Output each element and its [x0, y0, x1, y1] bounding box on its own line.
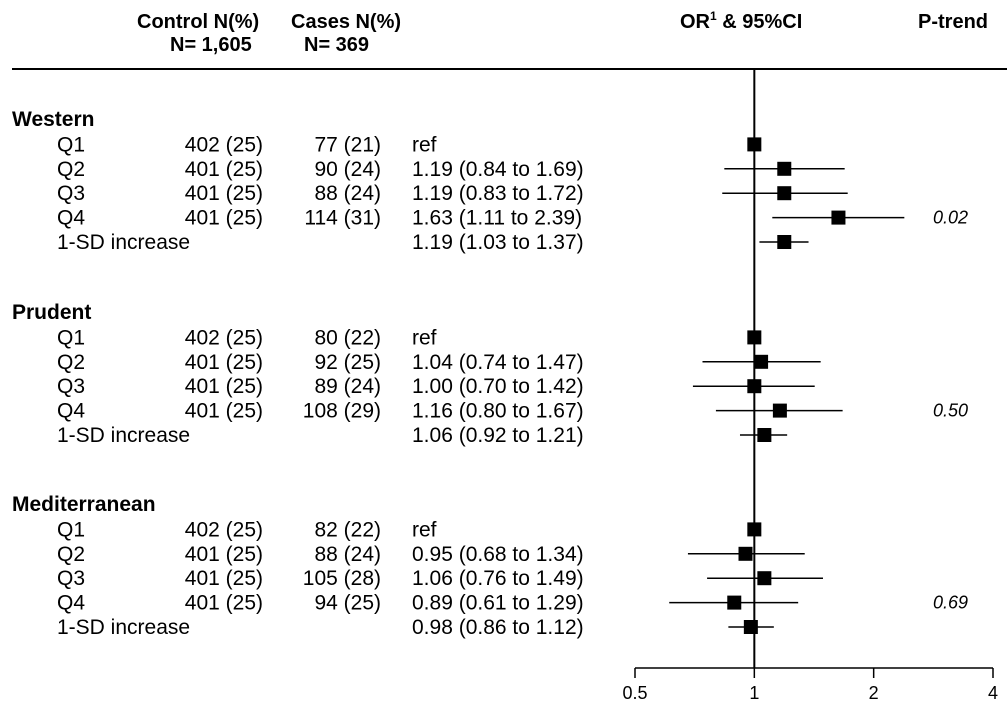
control-count: 402 (25): [185, 133, 263, 156]
or-ci-text: 0.89 (0.61 to 1.29): [412, 592, 584, 615]
or-ci-text: 0.95 (0.68 to 1.34): [412, 543, 584, 566]
row-label: Q2: [57, 351, 85, 374]
or-ci-text: 1.19 (0.83 to 1.72): [412, 182, 584, 205]
or-point: [747, 522, 762, 537]
row-label: Q3: [57, 182, 85, 205]
row-label: Q3: [57, 567, 85, 590]
or-ci-header: OR1 & 95%CI: [680, 9, 802, 33]
cases-count: 88 (24): [314, 182, 381, 205]
or-point: [777, 161, 792, 176]
or-point: [747, 379, 762, 394]
cases-count: 94 (25): [314, 592, 381, 615]
control-count: 401 (25): [185, 375, 263, 398]
cases-count: 80 (22): [314, 326, 381, 349]
row-label: Q1: [57, 133, 85, 156]
row-label: Q4: [57, 207, 85, 230]
x-tick-label: 2: [869, 683, 879, 703]
control-header-line1: Control N(%): [137, 11, 259, 33]
cases-count: 77 (21): [314, 133, 381, 156]
or-point: [757, 428, 772, 442]
row-label: Q3: [57, 375, 85, 398]
row-label: Q1: [57, 326, 85, 349]
x-axis: 0.5 1 2 4: [622, 667, 998, 703]
control-count: 401 (25): [185, 543, 263, 566]
control-count: 401 (25): [185, 400, 263, 423]
or-point: [747, 330, 762, 345]
row-label: 1-SD increase: [57, 616, 190, 639]
row-label: Q2: [57, 543, 85, 566]
or-ci-text: 1.04 (0.74 to 1.47): [412, 351, 584, 374]
x-tick-label: 0.5: [622, 683, 647, 703]
group-label: Prudent: [12, 301, 91, 324]
x-tick-label: 4: [988, 683, 998, 703]
cases-header-line2: N= 369: [304, 34, 369, 56]
cases-count: 114 (31): [304, 207, 381, 230]
or-ci-text: 1.06 (0.92 to 1.21): [412, 424, 584, 447]
or-point: [777, 235, 792, 249]
or-point: [754, 354, 769, 369]
or-ci-header-main: OR: [680, 11, 711, 33]
group-label: Mediterranean: [12, 493, 156, 516]
control-count: 401 (25): [185, 182, 263, 205]
or-point: [738, 546, 753, 561]
or-ci-header-sup: 1: [710, 9, 717, 23]
or-ci-text: 1.19 (0.84 to 1.69): [412, 158, 584, 181]
or-point: [747, 137, 762, 152]
ptrend-value: 0.50: [933, 401, 968, 421]
or-ci-text: 1.63 (1.11 to 2.39): [412, 207, 582, 230]
or-point: [727, 595, 742, 610]
cases-count: 108 (29): [303, 400, 381, 423]
or-ci-text: ref: [412, 518, 437, 541]
cases-count: 88 (24): [314, 543, 381, 566]
control-count: 401 (25): [185, 592, 263, 615]
control-count: 401 (25): [185, 158, 263, 181]
control-count: 401 (25): [185, 351, 263, 374]
cases-count: 90 (24): [314, 158, 381, 181]
row-label: Q4: [57, 400, 85, 423]
or-point: [772, 403, 787, 418]
group-label: Western: [12, 108, 94, 131]
control-count: 402 (25): [185, 518, 263, 541]
or-ci-header-rest: & 95%CI: [717, 11, 803, 33]
ptrend-header: P-trend: [918, 11, 988, 33]
or-ci-text: ref: [412, 326, 437, 349]
x-tick-label: 1: [749, 683, 759, 703]
control-count: 401 (25): [185, 567, 263, 590]
cases-count: 89 (24): [314, 375, 381, 398]
control-header-line2: N= 1,605: [170, 34, 252, 56]
or-ci-text: 1.06 (0.76 to 1.49): [412, 567, 584, 590]
control-count: 401 (25): [185, 207, 263, 230]
cases-header-line1: Cases N(%): [291, 11, 401, 33]
ptrend-value: 0.02: [933, 208, 968, 228]
row-label: Q4: [57, 592, 85, 615]
or-ci-text: ref: [412, 133, 437, 156]
row-label: Q1: [57, 518, 85, 541]
row-label: 1-SD increase: [57, 424, 190, 447]
or-ci-text: 1.00 (0.70 to 1.42): [412, 375, 584, 398]
or-point: [777, 186, 792, 201]
header: Control N(%) N= 1,605 Cases N(%) N= 369 …: [137, 9, 988, 56]
or-ci-text: 1.19 (1.03 to 1.37): [412, 231, 584, 254]
or-point: [831, 210, 846, 225]
row-label: Q2: [57, 158, 85, 181]
or-ci-text: 0.98 (0.86 to 1.12): [412, 616, 584, 639]
or-point: [743, 620, 758, 634]
or-point: [757, 571, 772, 586]
cases-count: 92 (25): [314, 351, 381, 374]
cases-count: 105 (28): [303, 567, 381, 590]
control-count: 402 (25): [185, 326, 263, 349]
or-ci-text: 1.16 (0.80 to 1.67): [412, 400, 584, 423]
ptrend-value: 0.69: [933, 593, 968, 613]
row-label: 1-SD increase: [57, 231, 190, 254]
cases-count: 82 (22): [314, 518, 381, 541]
